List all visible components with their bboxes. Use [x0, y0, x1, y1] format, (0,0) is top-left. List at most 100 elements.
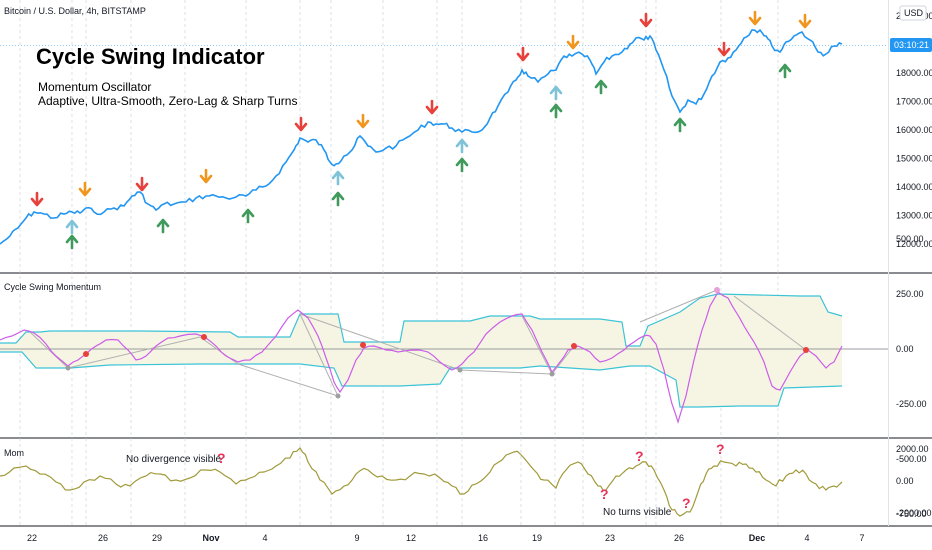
time-label: 9: [354, 533, 359, 543]
indicator-subtitle: Momentum Oscillator: [38, 80, 151, 94]
arrow-head: [594, 79, 608, 89]
time-label: 26: [674, 533, 684, 543]
arrow-up-icon: [778, 63, 792, 79]
time-label: 7: [859, 533, 864, 543]
currency-badge[interactable]: USD: [899, 5, 927, 21]
arrow-down-icon: [516, 46, 530, 62]
question-mark-3: ?: [635, 448, 644, 464]
arrow-head: [199, 174, 213, 184]
divergence-line: [733, 295, 807, 351]
scale-tick-label: 12000.00: [896, 239, 932, 249]
arrow-head: [717, 47, 731, 57]
arrow-head: [455, 138, 469, 148]
time-label: 22: [27, 533, 37, 543]
vertical-grid: [19, 0, 779, 526]
no-divergence-annotation: No divergence visible: [126, 454, 221, 465]
divergence-line: [551, 345, 575, 375]
arrow-up-icon: [673, 117, 687, 133]
currency-label: USD: [904, 8, 924, 18]
time-label: Dec: [749, 533, 766, 543]
mom-scale[interactable]: 2000.00 0.00 -2000.00: [896, 444, 932, 518]
scale-tick-label: 18000.00: [896, 68, 932, 78]
arrow-head: [639, 18, 653, 28]
arrow-head: [294, 122, 308, 132]
scale-tick-label: -2000.00: [896, 508, 932, 518]
arrow-head: [135, 182, 149, 192]
arrow-up-icon: [455, 138, 469, 154]
divergence-line: [299, 313, 461, 371]
divergence-line: [299, 313, 339, 397]
arrow-head: [549, 103, 563, 113]
arrow-head: [331, 170, 345, 180]
arrow-up-icon: [241, 208, 255, 224]
pivot-dot: [65, 365, 71, 371]
arrow-down-icon: [30, 191, 44, 207]
crossover-dot: [360, 342, 366, 348]
arrow-head: [356, 119, 370, 129]
arrow-head: [331, 191, 345, 201]
indicator-description: Adaptive, Ultra-Smooth, Zero-Lag & Sharp…: [38, 94, 297, 108]
time-label: 16: [478, 533, 488, 543]
no-turns-annotation: No turns visible: [603, 507, 672, 518]
arrow-head: [566, 40, 580, 50]
arrow-down-icon: [78, 181, 92, 197]
scale-tick-label: -500.00: [896, 454, 927, 464]
arrow-down-icon: [717, 41, 731, 57]
arrow-down-icon: [566, 34, 580, 50]
scale-tick-label: 0.00: [896, 476, 914, 486]
csm-scale[interactable]: 500.00 250.00 0.00 -250.00 -500.00 -750.00: [896, 234, 927, 519]
pivot-dot-high: [714, 287, 720, 293]
price-line: [0, 28, 843, 245]
csm-pane-label: Cycle Swing Momentum: [4, 282, 101, 292]
arrow-up-icon: [549, 103, 563, 119]
question-mark-1: ?: [217, 450, 226, 466]
arrow-head: [778, 63, 792, 73]
divergence-line: [237, 363, 339, 397]
currency-badge-box: [899, 5, 927, 21]
arrow-head: [30, 197, 44, 207]
scale-tick-label: 16000.00: [896, 125, 932, 135]
csm-dots: [65, 287, 809, 399]
arrow-head: [673, 117, 687, 127]
divergence-line: [29, 331, 69, 369]
arrow-head: [425, 105, 439, 115]
time-label: 29: [152, 533, 162, 543]
arrow-head: [516, 52, 530, 62]
arrow-down-icon: [798, 13, 812, 29]
price-pane[interactable]: Bitcoin / U.S. Dollar, 4h, BITSTAMP Cycl…: [0, 6, 888, 250]
csm-pane[interactable]: Cycle Swing Momentum: [0, 282, 888, 425]
arrow-down-icon: [294, 116, 308, 132]
arrow-up-icon: [549, 85, 563, 101]
scale-tick-label: 13000.00: [896, 211, 932, 221]
divergence-lines: [29, 289, 807, 397]
time-label: 26: [98, 533, 108, 543]
arrow-down-icon: [135, 176, 149, 192]
divergence-line: [521, 315, 553, 375]
pivot-dot: [549, 371, 555, 377]
arrow-up-icon: [156, 218, 170, 234]
scale-tick-label: 500.00: [896, 234, 924, 244]
symbol-title: Bitcoin / U.S. Dollar, 4h, BITSTAMP: [4, 6, 146, 16]
divergence-line: [67, 336, 201, 369]
scale-tick-label: 17000.00: [896, 97, 932, 107]
time-label: 19: [532, 533, 542, 543]
divergence-line: [639, 289, 718, 323]
pivot-dot: [335, 393, 341, 399]
chart-frame: [0, 0, 932, 527]
arrow-up-icon: [455, 157, 469, 173]
mom-line: [0, 447, 843, 517]
price-tag-time: 03:10:21: [894, 40, 929, 50]
arrow-head: [65, 219, 79, 229]
arrow-down-icon: [748, 10, 762, 26]
scale-tick-label: 2000.00: [896, 444, 929, 454]
time-label: Nov: [202, 533, 219, 543]
arrow-head: [748, 16, 762, 26]
time-axis[interactable]: 22 26 29 Nov 4 9 12 16 19 23 26 Dec 4 7: [27, 533, 865, 543]
time-label: 4: [804, 533, 809, 543]
scale-tick-label: 14000.00: [896, 182, 932, 192]
arrow-down-icon: [356, 113, 370, 129]
price-tag-box: [890, 38, 932, 52]
mom-pane[interactable]: Mom No divergence visible No turns visib…: [0, 441, 843, 518]
